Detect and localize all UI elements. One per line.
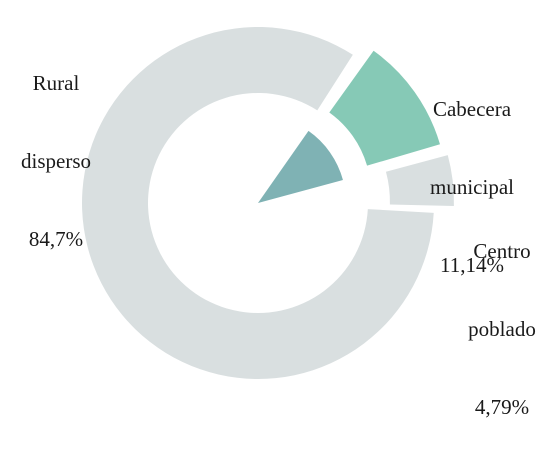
label-cabecera-municipal-value: 11,14% [440,253,504,277]
donut-chart: Rural disperso 84,7% Cabecera municipal … [6,18,536,419]
label-centro-poblado-value: 4,79% [474,395,530,419]
label-cabecera-municipal-line1: Cabecera [432,97,512,121]
chart-canvas [82,27,454,380]
slice-rural-disperso [82,27,434,380]
slice-cabecera-municipal-inner [258,130,343,203]
label-centro-poblado-line1: Centro [473,239,531,263]
label-rural-disperso: Rural disperso 84,7% [6,18,106,304]
label-cabecera-municipal: Cabecera municipal 11,14% [408,44,536,330]
label-cabecera-municipal-line2: municipal [430,175,514,199]
label-centro-poblado: Centro poblado 4,79% [455,186,549,472]
label-centro-poblado-line2: poblado [468,317,536,341]
slice-centro-poblado [385,155,454,206]
slice-cabecera-municipal-outer [329,50,440,166]
label-rural-disperso-value: 84,7% [28,227,84,251]
label-rural-disperso-line2: disperso [21,149,91,173]
label-rural-disperso-line1: Rural [32,71,80,95]
